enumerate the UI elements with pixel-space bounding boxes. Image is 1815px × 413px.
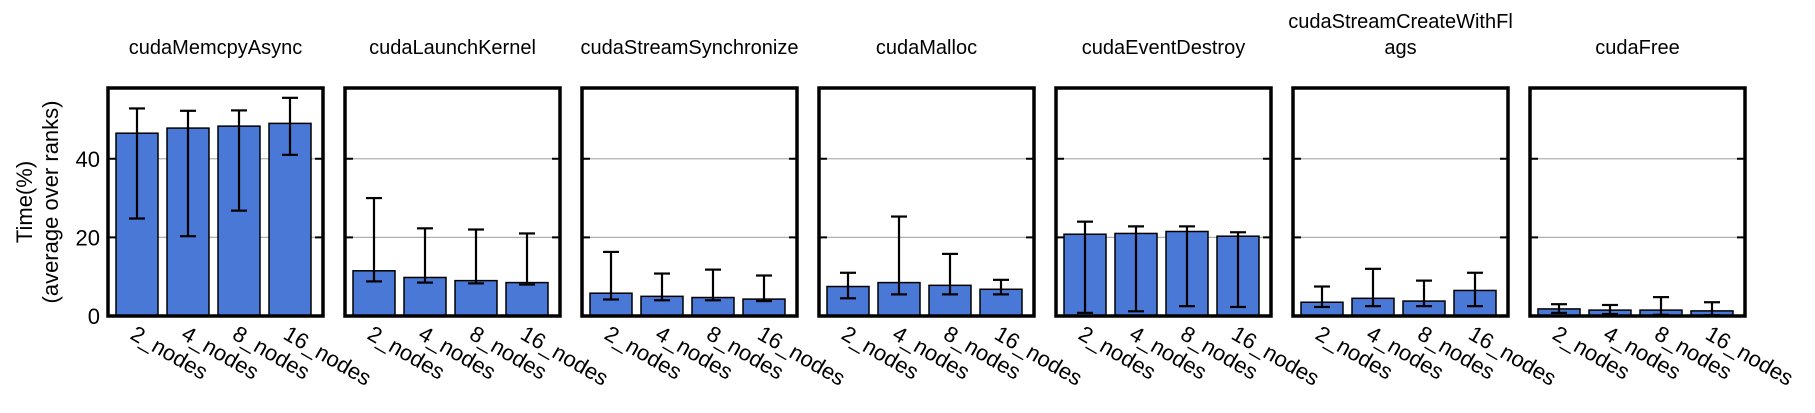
panel-title: cudaFree	[1595, 37, 1680, 59]
bar-8_nodes	[454, 279, 498, 317]
panel-2: cudaStreamSynchronize2_nodes4_nodes8_nod…	[580, 37, 850, 391]
y-axis-label-line: (average over ranks)	[38, 101, 63, 304]
panel-title: cudaLaunchKernel	[369, 37, 536, 59]
bar-16_nodes	[505, 281, 549, 317]
panel-1: cudaLaunchKernel2_nodes4_nodes8_nodes16_…	[343, 37, 613, 391]
panel-frame	[1054, 86, 1273, 318]
panel-title-line: cudaFree	[1595, 37, 1680, 59]
panel-title-line: cudaLaunchKernel	[369, 37, 536, 59]
panel-title: cudaMemcpyAsync	[129, 37, 302, 59]
y-axis-label-line: Time(%)	[12, 161, 37, 243]
panel-title-line: cudaMemcpyAsync	[129, 37, 302, 59]
panel-title-line: ags	[1384, 37, 1416, 59]
panel-0: cudaMemcpyAsync2_nodes4_nodes8_nodes16_n…	[106, 37, 376, 391]
panel-frame	[817, 86, 1036, 318]
panel-title-line: cudaStreamCreateWithFl	[1288, 11, 1513, 33]
panel-frame	[106, 86, 325, 318]
panel-title: cudaStreamCreateWithFl ags	[1288, 11, 1513, 59]
panel-title: cudaEventDestroy	[1082, 37, 1245, 59]
bar-4_nodes	[403, 276, 447, 317]
panel-title-line: cudaStreamSynchronize	[581, 37, 799, 59]
panel-frame	[580, 86, 799, 318]
y-axis-label: Time(%)(average over ranks)	[12, 101, 63, 304]
panel-frame	[1528, 86, 1747, 318]
panel-title-line: cudaEventDestroy	[1082, 37, 1245, 59]
panel-title-line: cudaMalloc	[876, 37, 977, 59]
y-tick-label: 20	[76, 225, 100, 250]
panel-title: cudaStreamSynchronize	[581, 37, 799, 59]
panel-5: cudaStreamCreateWithFl ags2_nodes4_nodes8…	[1288, 11, 1560, 391]
panel-4: cudaEventDestroy2_nodes4_nodes8_nodes16_…	[1054, 37, 1324, 391]
y-tick-label: 0	[88, 304, 100, 329]
y-tick-label: 40	[76, 147, 100, 172]
panel-title: cudaMalloc	[876, 37, 977, 59]
panel-frame	[1291, 86, 1510, 318]
panel-frame	[343, 86, 562, 318]
